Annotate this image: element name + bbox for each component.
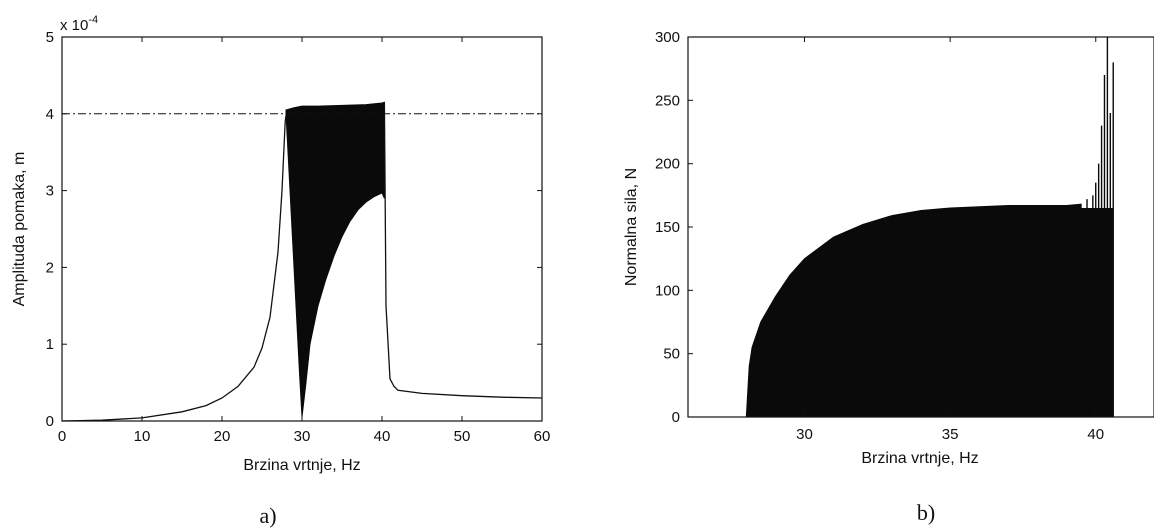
panel-label-b: b) xyxy=(917,500,935,525)
x-ticks-a: 0 10 20 30 40 50 60 xyxy=(58,37,551,445)
amplitude-oscillation-band xyxy=(285,101,385,418)
x-tick-label: 30 xyxy=(796,426,813,443)
x-tick-label: 50 xyxy=(454,428,471,445)
y-axis-label-b: Normalna sila, N xyxy=(623,168,640,286)
y-tick-label: 2 xyxy=(46,259,54,276)
y-tick-label: 3 xyxy=(46,183,54,200)
y-tick-label: 0 xyxy=(672,409,680,426)
x-ticks-b: 30 35 40 xyxy=(796,37,1104,443)
y-ticks-b: 0 50 100 150 200 250 300 xyxy=(655,29,693,426)
y-tick-label: 200 xyxy=(655,156,680,173)
x-axis-label-a: Brzina vrtnje, Hz xyxy=(243,457,360,474)
y-tick-label: 150 xyxy=(655,219,680,236)
y-tick-label: 5 xyxy=(46,29,54,46)
x-axis-label-b: Brzina vrtnje, Hz xyxy=(861,450,978,467)
y-tick-label: 250 xyxy=(655,92,680,109)
x-tick-label: 10 xyxy=(134,428,151,445)
chart-panel-a: 0 10 20 30 40 50 60 0 1 2 3 4 5 x 10-4 Brzina vrtnj… xyxy=(11,14,550,528)
y-tick-label: 0 xyxy=(46,413,54,430)
y-tick-label: 100 xyxy=(655,282,680,299)
x-tick-label: 0 xyxy=(58,428,66,445)
x-tick-label: 20 xyxy=(214,428,231,445)
y-ticks-a: 0 1 2 3 4 5 xyxy=(46,29,542,430)
x-tick-label: 40 xyxy=(1087,426,1104,443)
y-tick-label: 300 xyxy=(655,29,680,46)
x-tick-label: 35 xyxy=(942,426,959,443)
force-filled-area xyxy=(745,203,1082,418)
panel-label-a: a) xyxy=(259,503,276,528)
y-tick-label: 50 xyxy=(663,346,680,363)
x-tick-label: 60 xyxy=(534,428,551,445)
amplitude-curve-rise xyxy=(61,109,288,422)
exponent-label-a: x 10-4 xyxy=(60,14,98,34)
y-axis-label-a: Amplituda pomaka, m xyxy=(11,152,28,307)
x-tick-label: 40 xyxy=(374,428,391,445)
chart-panel-b: 30 35 40 0 50 100 150 200 250 300 Brzina vrtnje,… xyxy=(623,29,1154,525)
amplitude-curve-tail xyxy=(383,102,543,399)
y-tick-label: 4 xyxy=(46,106,54,123)
force-spike-base xyxy=(1081,208,1114,417)
y-tick-label: 1 xyxy=(46,336,54,353)
plot-area-a xyxy=(61,101,543,422)
plot-area-b xyxy=(745,37,1114,418)
x-tick-label: 30 xyxy=(294,428,311,445)
